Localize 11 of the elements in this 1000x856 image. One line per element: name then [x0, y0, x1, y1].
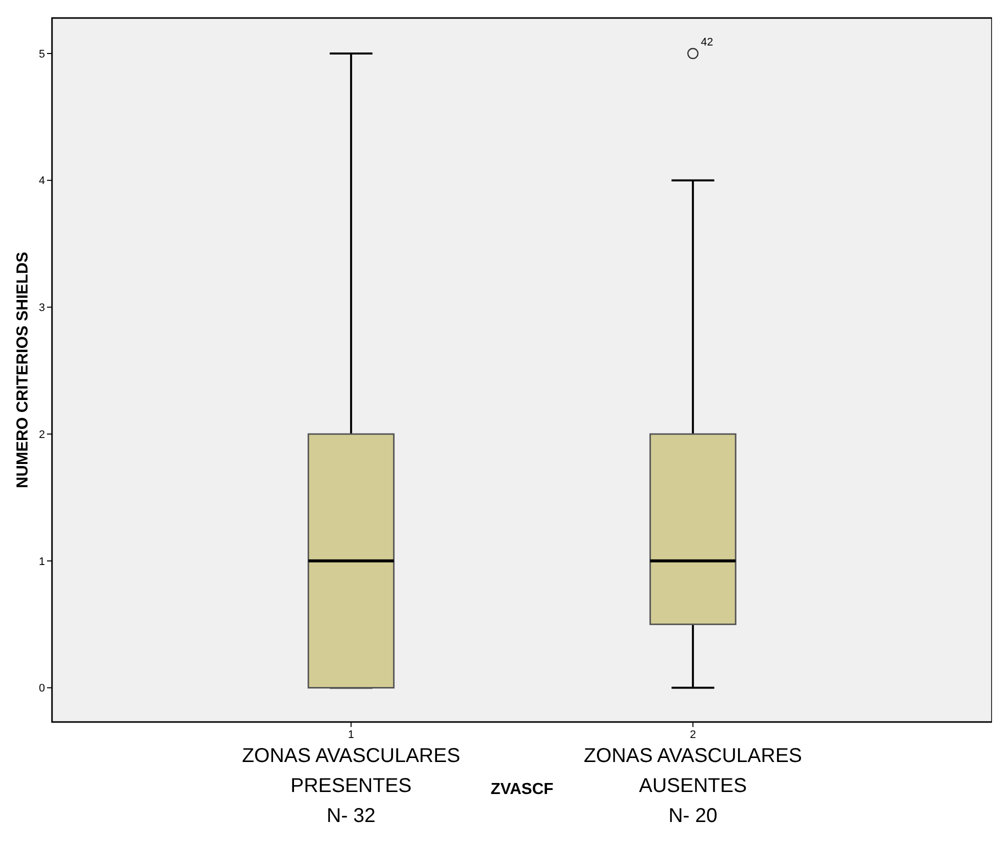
y-tick-label: 5 [38, 48, 45, 60]
annotation: 42 [700, 36, 714, 49]
text: ZONAS AVASCULARES AUSENTES N- 20 [584, 745, 802, 827]
text: ZONAS AVASCULARES PRESENTES N- 32 [242, 745, 460, 827]
y-tick-label: 2 [38, 428, 45, 441]
x-axis-title: ZVASCF [490, 781, 554, 798]
y-tick-label: 1 [38, 556, 45, 568]
y-tick-label: 3 [38, 302, 45, 314]
y-axis-title: NUMERO CRITERIOS SHIELDS [14, 251, 32, 488]
y-tick-label: 0 [38, 682, 45, 695]
y-tick-label: 4 [38, 175, 45, 188]
